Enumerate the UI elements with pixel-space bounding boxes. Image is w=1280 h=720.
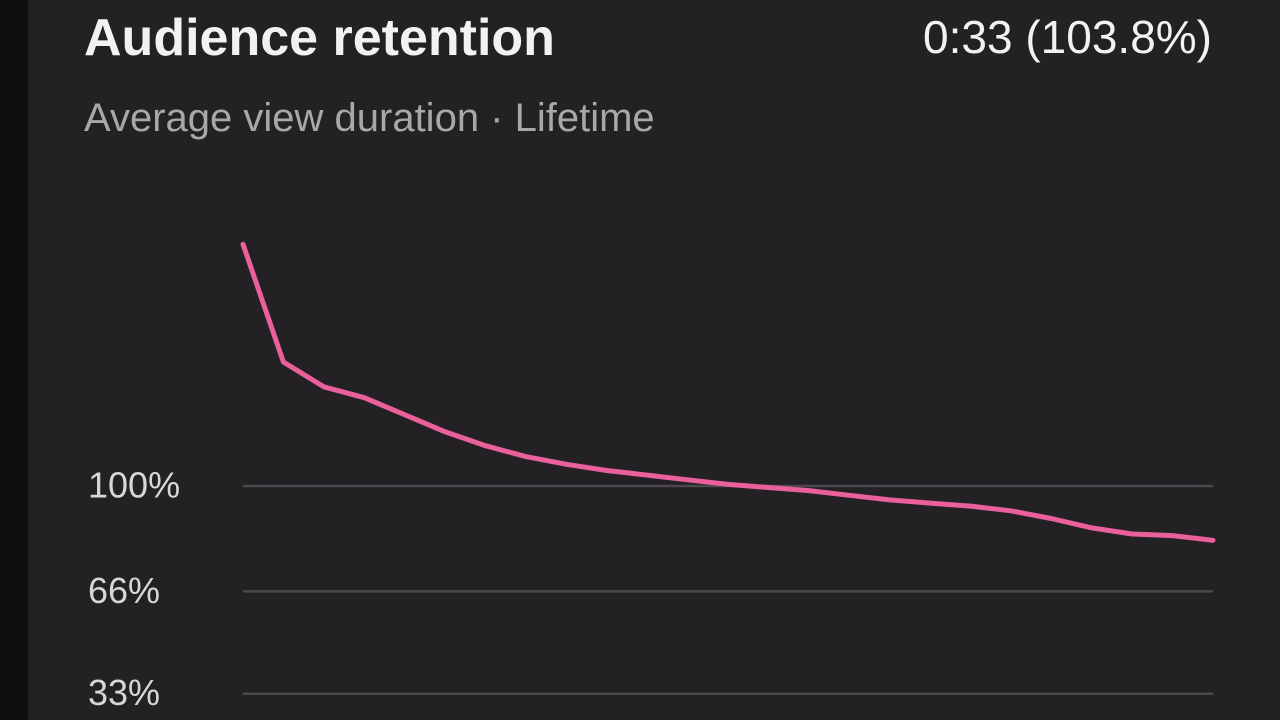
chart-subtitle: Average view duration · Lifetime [84,96,655,140]
chart-title: Audience retention [84,9,555,67]
summary-stat: 0:33 (103.8%) [923,11,1212,63]
panel [28,0,1280,720]
y-tick-label: 33% [88,672,160,713]
y-tick-label: 66% [88,570,160,611]
y-tick-label: 100% [88,465,180,506]
retention-line [240,241,1216,543]
